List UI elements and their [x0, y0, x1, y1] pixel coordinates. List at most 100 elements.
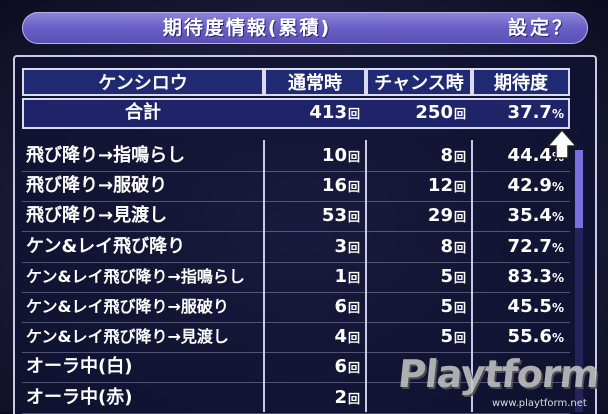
row-normal-value: 1	[334, 266, 347, 287]
row-rate: 55.6%	[472, 323, 570, 351]
scroll-up-arrow-icon[interactable]	[546, 128, 578, 160]
row-chance-unit: 回	[453, 210, 466, 224]
row-normal-unit: 回	[347, 331, 360, 345]
row-normal: 10回	[264, 142, 366, 170]
row-normal-unit: 回	[347, 361, 360, 375]
row-chance-unit: 回	[453, 150, 466, 164]
row-rate: 72.7%	[472, 233, 570, 261]
row-rate-unit: %	[551, 271, 564, 285]
row-separator	[22, 352, 570, 353]
row-normal-value: 10	[321, 145, 347, 166]
row-normal-value: 3	[334, 236, 347, 257]
row-chance-value: 8	[440, 236, 453, 257]
row-rate-unit: %	[551, 301, 564, 315]
row-rate: 35.4%	[472, 202, 570, 230]
row-normal-unit: 回	[347, 210, 360, 224]
column-header-rate: 期待度	[472, 68, 570, 96]
scrollbar-thumb[interactable]	[575, 150, 583, 228]
row-normal: 6回	[264, 353, 366, 381]
row-chance: 8回	[366, 142, 472, 170]
row-rate-value: 35.4	[507, 205, 552, 226]
summary-chance-unit: 回	[453, 107, 466, 121]
row-rate-value: 44.4	[507, 145, 552, 166]
row-chance-value: 29	[427, 205, 453, 226]
column-header-character: ケンシロウ	[22, 68, 264, 96]
row-chance: 12回	[366, 172, 472, 200]
row-normal-unit: 回	[347, 271, 360, 285]
summary-label: 合計	[22, 99, 264, 127]
row-rate-value: 72.7	[507, 236, 552, 257]
row-normal: 1回	[264, 263, 366, 291]
row-normal: 2回	[264, 384, 366, 412]
row-normal-value: 16	[321, 175, 347, 196]
row-chance-unit: 回	[453, 331, 466, 345]
scrollbar-track[interactable]	[575, 150, 583, 412]
summary-chance-value: 250	[415, 102, 453, 123]
row-name: ケン&レイ飛び降り→服破り	[26, 297, 229, 316]
row-name: 飛び降り→見渡し	[26, 205, 168, 226]
grid-line	[365, 140, 367, 412]
row-name: 飛び降り→指鳴らし	[26, 145, 186, 166]
row-chance-value: 8	[440, 145, 453, 166]
row-name: オーラ中(白)	[26, 356, 133, 377]
summary-chance: 250回	[366, 99, 472, 127]
row-chance-value: 5	[440, 326, 453, 347]
row-normal-value: 53	[321, 205, 347, 226]
row-chance-unit: 回	[453, 241, 466, 255]
row-name: ケン&レイ飛び降り→指鳴らし	[26, 267, 245, 286]
row-normal-value: 6	[334, 296, 347, 317]
row-separator	[22, 382, 570, 383]
row-separator	[22, 322, 570, 323]
row-normal-value: 2	[334, 387, 347, 408]
row-rate-value: 55.6	[507, 326, 552, 347]
row-normal-unit: 回	[347, 150, 360, 164]
summary-normal-unit: 回	[347, 107, 360, 121]
row-chance: 5回	[366, 293, 472, 321]
row-normal-unit: 回	[347, 392, 360, 406]
summary-label-text: 合計	[125, 102, 161, 123]
summary-row	[22, 98, 570, 129]
row-normal: 6回	[264, 293, 366, 321]
row-name: ケン&レイ飛び降り→見渡し	[26, 327, 229, 346]
row-rate-unit: %	[551, 180, 564, 194]
row-chance: 5回	[366, 263, 472, 291]
row-chance-value: 5	[440, 296, 453, 317]
grid-line	[471, 140, 473, 412]
row-name: 飛び降り→服破り	[26, 175, 168, 196]
row-chance-value: 5	[440, 266, 453, 287]
row-normal-unit: 回	[347, 301, 360, 315]
summary-rate-unit: %	[551, 107, 564, 121]
row-chance: 8回	[366, 233, 472, 261]
grid-line	[263, 140, 265, 412]
row-chance-unit: 回	[453, 271, 466, 285]
row-rate-value: 83.3	[507, 266, 552, 287]
title-bar: 期待度情報(累積) 設定？	[22, 12, 588, 44]
row-normal: 53回	[264, 202, 366, 230]
summary-rate-value: 37.7	[507, 102, 552, 123]
row-normal: 3回	[264, 233, 366, 261]
row-rate: 45.5%	[472, 293, 570, 321]
row-rate-value: 42.9	[507, 175, 552, 196]
row-chance: 5回	[366, 323, 472, 351]
row-normal-unit: 回	[347, 180, 360, 194]
screen-title: 期待度情報(累積)	[162, 17, 332, 39]
watermark-url: www.playtform.net	[492, 398, 587, 409]
row-separator	[22, 171, 570, 172]
row-separator	[22, 262, 570, 263]
watermark-logo: Playtform	[395, 352, 601, 396]
summary-normal: 413回	[264, 99, 366, 127]
row-name: ケン&レイ飛び降り	[26, 236, 186, 257]
row-rate-unit: %	[551, 210, 564, 224]
row-normal: 16回	[264, 172, 366, 200]
row-normal-value: 6	[334, 356, 347, 377]
setting-indicator: 設定？	[507, 17, 574, 39]
row-chance-unit: 回	[453, 301, 466, 315]
row-normal: 4回	[264, 323, 366, 351]
row-chance-unit: 回	[453, 180, 466, 194]
row-separator	[22, 292, 570, 293]
summary-normal-value: 413	[309, 102, 347, 123]
row-rate: 42.9%	[472, 172, 570, 200]
row-chance-value: 12	[427, 175, 453, 196]
row-normal-value: 4	[334, 326, 347, 347]
row-separator	[22, 201, 570, 202]
